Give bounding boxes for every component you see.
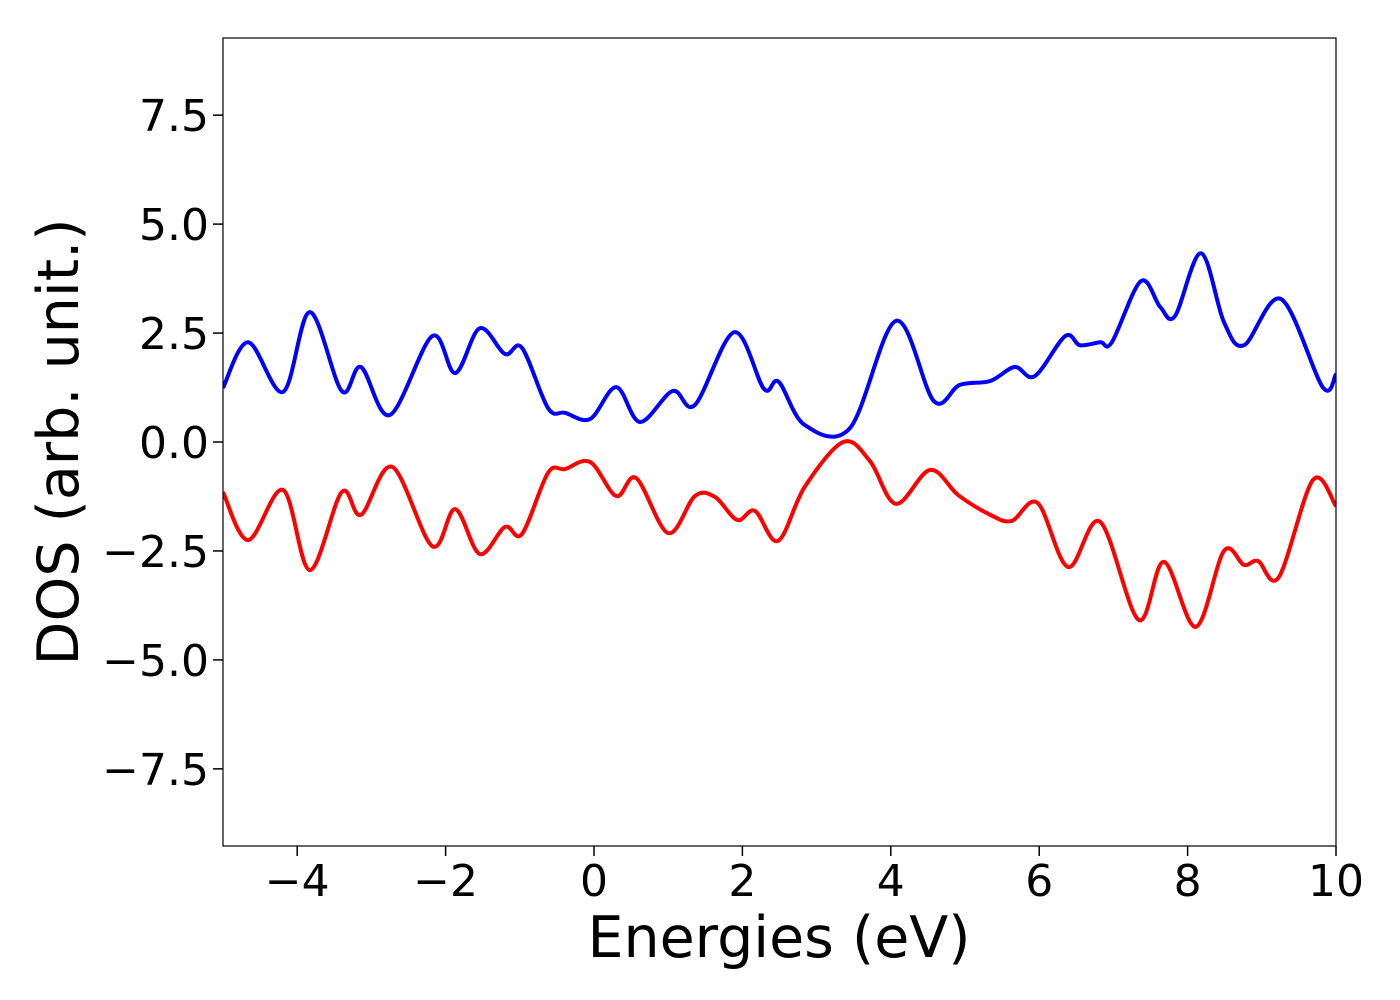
dos-line [223, 251, 1336, 439]
dos-line [223, 439, 1336, 629]
y-tick-label: −7.5 [102, 745, 209, 796]
y-tick-label: −2.5 [102, 527, 209, 578]
x-tick-label: 0 [580, 856, 608, 907]
x-tick-label: 2 [728, 856, 756, 907]
y-tick-label: 5.0 [139, 200, 209, 251]
axes-frame [222, 37, 1337, 847]
x-axis-label: Energies (eV) [587, 905, 970, 971]
y-tick-label: −5.0 [102, 636, 209, 687]
y-axis-label: DOS (arb. unit.) [26, 219, 92, 666]
x-tick-label: −2 [413, 856, 478, 907]
plot-lines [223, 251, 1336, 629]
x-tick-label: −4 [265, 856, 330, 907]
x-tick-label: 8 [1174, 856, 1202, 907]
y-tick-label: 2.5 [139, 309, 209, 360]
x-tick-label: 4 [877, 856, 905, 907]
x-tick-label: 10 [1308, 856, 1364, 907]
y-tick-label: 0.0 [139, 418, 209, 469]
x-tick-label: 6 [1025, 856, 1053, 907]
y-tick-label: 7.5 [139, 91, 209, 142]
